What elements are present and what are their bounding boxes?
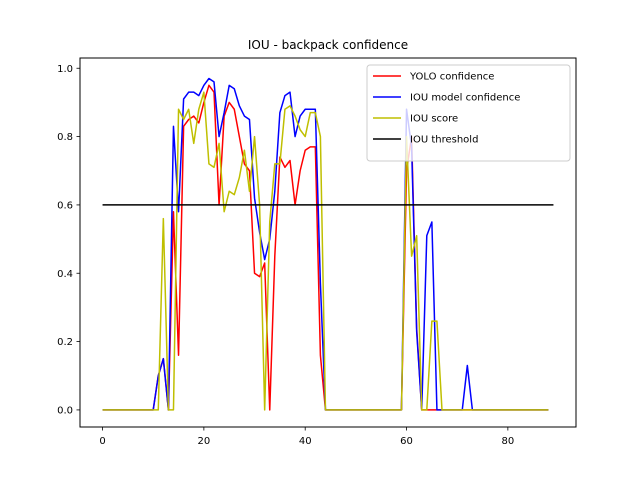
series-line-iou-score	[102, 91, 549, 411]
chart-title: IOU - backpack confidence	[248, 38, 408, 52]
y-tick-label: 1.0	[57, 64, 73, 75]
legend-label-iou-threshold: IOU threshold	[410, 135, 478, 146]
legend-label-iou-score: IOU score	[410, 114, 458, 125]
legend: YOLO confidence IOU model confidence IOU s…	[366, 64, 571, 162]
legend-box	[366, 64, 571, 162]
legend-label-iou-model-confidence: IOU model confidence	[410, 93, 520, 104]
y-axis: 0.0 0.2 0.4 0.6 0.8 1.0	[57, 64, 80, 416]
y-tick-label: 0.2	[57, 337, 73, 348]
plot-lines	[102, 77, 554, 411]
plot-frame	[79, 57, 577, 428]
x-tick-label: 40	[299, 436, 312, 447]
y-tick-label: 0.8	[57, 132, 73, 143]
y-tick-label: 0.6	[57, 200, 73, 211]
x-tick-label: 20	[198, 436, 211, 447]
x-tick-label: 80	[501, 436, 514, 447]
x-axis: 0 20 40 60 80	[99, 427, 514, 447]
x-tick-label: 60	[400, 436, 413, 447]
x-tick-label: 0	[99, 436, 105, 447]
y-tick-label: 0.4	[57, 269, 73, 280]
legend-label-yolo-confidence: YOLO confidence	[409, 72, 494, 83]
y-tick-label: 0.0	[57, 405, 73, 416]
